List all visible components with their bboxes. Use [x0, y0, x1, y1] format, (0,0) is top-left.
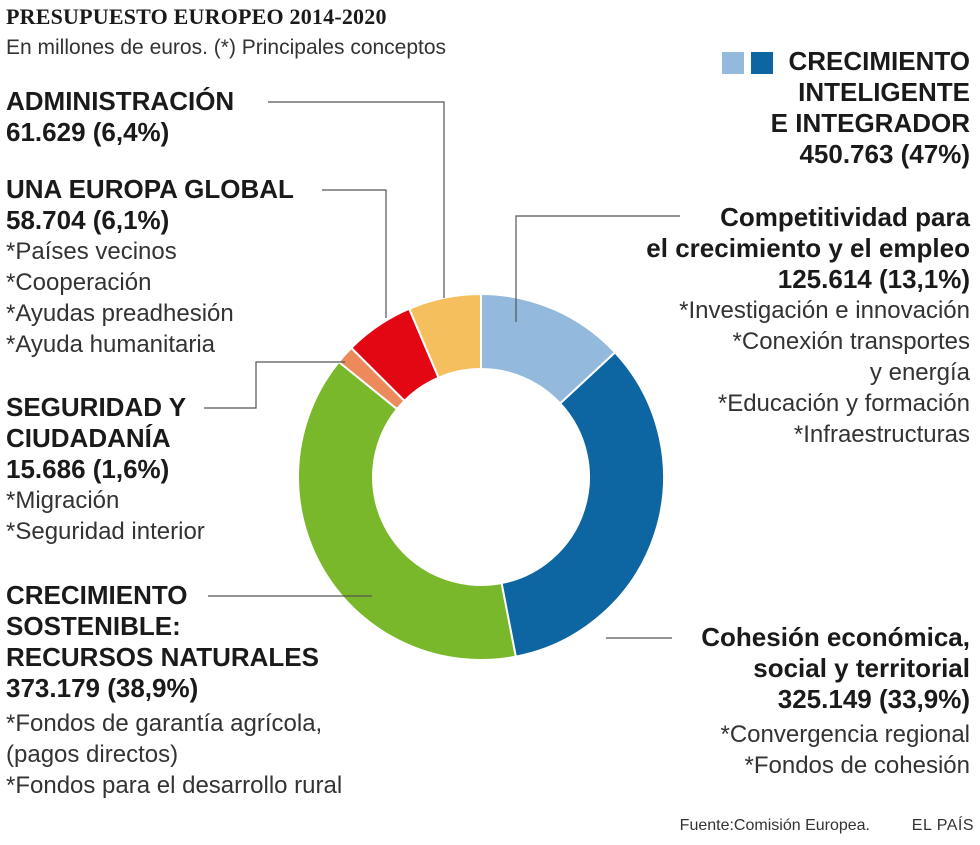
label-title: SOSTENIBLE: — [6, 611, 181, 641]
leader-administracion — [268, 101, 445, 298]
label-item: *Ayudas preadhesión — [6, 300, 234, 327]
leader-competitividad — [515, 215, 680, 322]
label-item: *Fondos de garantía agrícola, — [6, 710, 323, 737]
label-value: 125.614 (13,1%) — [777, 264, 970, 294]
label-item: *Cooperación — [6, 269, 152, 296]
label-item: *Migración — [6, 487, 120, 514]
brand-logo: EL PAÍS — [911, 817, 974, 834]
label-item: *Investigación e innovación — [679, 297, 970, 324]
label-item: *Convergencia regional — [720, 721, 971, 748]
label-item: *Seguridad interior — [6, 518, 205, 545]
donut-slice-2 — [297, 360, 517, 661]
label-sostenible: CRECIMIENTO SOSTENIBLE: RECURSOS NATURAL… — [6, 580, 342, 801]
legend-value: 450.763 (47%) — [799, 139, 970, 169]
label-value: 58.704 (6,1%) — [6, 205, 170, 235]
chart-title: PRESUPUESTO EUROPEO 2014-2020 — [6, 4, 387, 29]
label-title: CRECIMIENTO — [6, 580, 188, 610]
label-item: *Países vecinos — [6, 238, 177, 265]
chart-subtitle: En millones de euros. (*) Principales co… — [6, 36, 447, 59]
legend-group: CRECIMIENTO INTELIGENTE E INTEGRADOR 450… — [722, 46, 970, 170]
label-competitividad: Competitividad para el crecimiento y el … — [646, 202, 970, 450]
label-administracion: ADMINISTRACIÓN 61.629 (6,4%) — [6, 86, 234, 148]
label-item: *Educación y formación — [717, 390, 970, 417]
label-item: *Conexión transportes — [732, 328, 970, 355]
label-item: *Fondos para el desarrollo rural — [6, 772, 343, 799]
label-title: ADMINISTRACIÓN — [6, 86, 235, 116]
label-title: Cohesión económica, — [701, 622, 970, 652]
label-title: el crecimiento y el empleo — [646, 233, 970, 263]
label-cohesion: Cohesión económica, social y territorial… — [701, 622, 970, 781]
label-value: 325.149 (33,9%) — [777, 684, 970, 714]
label-item: (pagos directos) — [6, 741, 179, 768]
donut-slice-1 — [500, 351, 665, 658]
label-global: UNA EUROPA GLOBAL 58.704 (6,1%) *Países … — [6, 174, 294, 360]
legend-line: INTELIGENTE — [798, 77, 970, 107]
legend-line: E INTEGRADOR — [770, 108, 970, 138]
label-item: *Ayuda humanitaria — [6, 331, 216, 358]
label-title: SEGURIDAD Y — [6, 392, 187, 422]
leader-lines — [204, 101, 680, 639]
label-value: 15.686 (1,6%) — [6, 454, 170, 484]
label-item: y energía — [869, 359, 970, 386]
label-seguridad: SEGURIDAD Y CIUDADANÍA 15.686 (1,6%) *Mi… — [6, 392, 205, 547]
label-title: RECURSOS NATURALES — [6, 642, 319, 672]
donut-slice-5 — [407, 292, 482, 379]
label-value: 61.629 (6,4%) — [6, 117, 170, 147]
label-title: Competitividad para — [720, 202, 970, 232]
donut-slices — [297, 292, 665, 661]
label-title: UNA EUROPA GLOBAL — [6, 174, 294, 204]
label-item: *Infraestructuras — [793, 421, 970, 448]
legend-swatch-light — [722, 52, 744, 75]
label-title: social y territorial — [753, 653, 970, 683]
label-item: *Fondos de cohesión — [744, 752, 971, 779]
leader-seguridad — [204, 361, 345, 409]
legend-swatch-dark — [751, 52, 774, 75]
label-value: 373.179 (38,9%) — [6, 673, 199, 703]
leader-global — [322, 189, 387, 318]
label-title: CIUDADANÍA — [6, 423, 171, 453]
legend-line: CRECIMIENTO — [788, 46, 970, 76]
source-note: Fuente:Comisión Europea. — [679, 817, 870, 834]
